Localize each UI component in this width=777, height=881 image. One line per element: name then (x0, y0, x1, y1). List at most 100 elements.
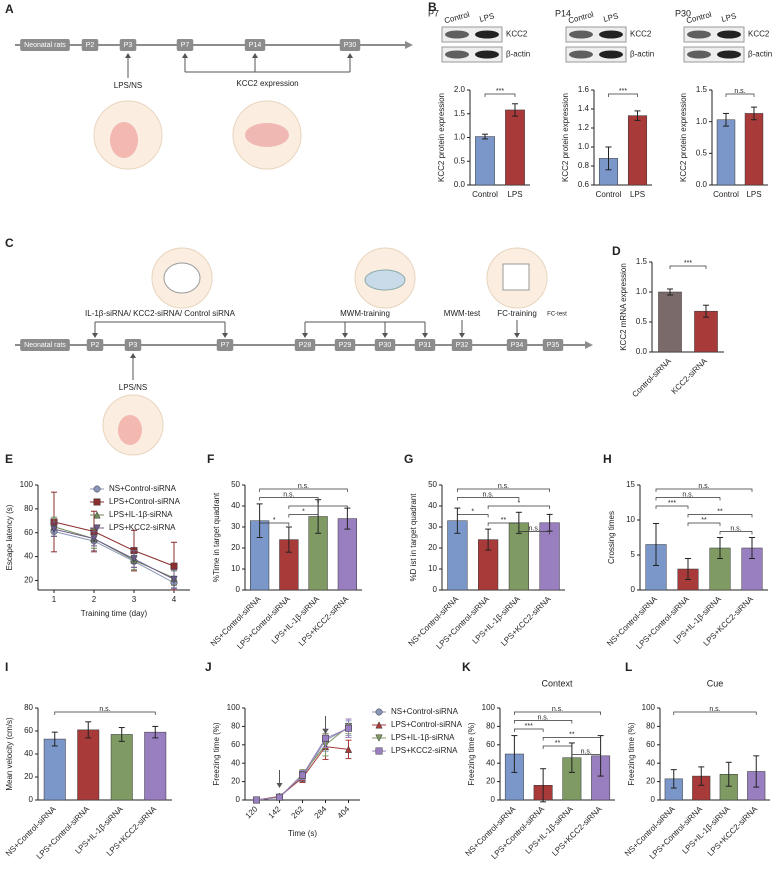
series-line (53, 521, 175, 567)
y-tick-label: 60 (646, 740, 655, 749)
y-tick-label: 20 (24, 772, 33, 781)
blot-signal (687, 50, 711, 59)
panel-label: B (428, 0, 437, 14)
bar (110, 734, 133, 801)
error-bar (685, 558, 691, 580)
y-tick-label: 1.2 (578, 123, 590, 132)
y-tick-label: 10 (231, 564, 240, 573)
bar (627, 115, 648, 186)
timeline-node: Neonatal rats (20, 39, 70, 51)
y-tick-label: 0.6 (578, 180, 590, 189)
error-bar (703, 304, 709, 318)
significance-label: n.s. (730, 525, 741, 532)
node-box (451, 339, 473, 351)
x-tick-label: NS+Control-siRNA (407, 594, 461, 648)
blot-signal (445, 30, 469, 39)
node-box (414, 339, 436, 351)
node-label: Neonatal rats (24, 342, 66, 349)
y-axis-label: %Time in target quadrant (212, 492, 221, 582)
blot-signal (475, 50, 499, 59)
significance-label: n.s. (99, 706, 110, 713)
arrow-head (322, 729, 329, 734)
error-bar (454, 507, 461, 534)
y-tick-label: 0 (236, 585, 241, 594)
y-tick-label: 1.6 (578, 85, 590, 94)
timeline-node: P31 (414, 339, 436, 351)
x-tick-label: Control-siRNA (630, 356, 673, 399)
series-line (256, 727, 349, 801)
node-label: P7 (221, 342, 230, 349)
x-tick-label: LPS+Control-siRNA (634, 594, 691, 651)
y-tick-label: 40 (24, 749, 33, 758)
y-tick-label: 0 (29, 795, 34, 804)
timeline-node: P14 (244, 39, 266, 51)
y-tick-label: 0 (433, 585, 438, 594)
x-tick-label: 142 (267, 804, 283, 820)
y-tick-label: 10 (626, 515, 635, 524)
significance-bracket (655, 497, 721, 501)
band-label: KCC2 (630, 30, 652, 39)
significance-label: * (273, 517, 276, 524)
node-label: P32 (456, 342, 469, 349)
panel-label: D (612, 244, 621, 258)
marker (375, 747, 383, 755)
significance-label: * (471, 508, 474, 515)
legend-label: LPS+IL-1β-siRNA (109, 510, 173, 519)
significance-bracket (259, 497, 319, 501)
node-label: P30 (379, 342, 392, 349)
sirna-label: IL-1β-siRNA/ KCC2-siRNA/ Control siRNA (85, 309, 236, 318)
x-tick-label: LPS (507, 190, 522, 199)
arrow-head (125, 53, 131, 58)
chart-title: Cue (707, 678, 724, 688)
significance-label: n.s. (698, 483, 709, 490)
band-label: β-actin (630, 50, 654, 59)
x-tick-label: 4 (172, 595, 177, 604)
x-axis-label: Training time (day) (81, 609, 148, 618)
x-tick-label: 2 (92, 595, 97, 604)
band-label: KCC2 (506, 30, 528, 39)
arrow-head (302, 333, 308, 338)
series-line (53, 531, 175, 584)
stage-label: MWM-training (340, 309, 390, 318)
y-tick-label: 60 (486, 740, 495, 749)
x-tick-label: 1 (52, 595, 57, 604)
blot-signal (717, 30, 741, 39)
y-tick-label: 40 (231, 501, 240, 510)
error-bar (540, 768, 547, 803)
bar (716, 119, 736, 186)
y-tick-label: 1.0 (696, 117, 708, 126)
timeline-node: P28 (294, 339, 316, 351)
marker (375, 708, 383, 716)
y-axis-label: KCC2 protein expression (561, 93, 570, 182)
y-tick-label: 0.0 (454, 180, 466, 189)
marker (375, 734, 383, 742)
marker (375, 721, 383, 729)
panel-label: F (207, 452, 214, 466)
y-tick-label: 20 (24, 576, 33, 585)
node-box (294, 339, 316, 351)
x-tick-label: LPS+Control-siRNA (435, 594, 492, 651)
y-axis-label: Freezing time (%) (627, 722, 636, 785)
error-bar (653, 523, 659, 566)
node-label: P34 (511, 342, 524, 349)
x-tick-label: NS+Control-siRNA (209, 594, 263, 648)
node-box (506, 339, 528, 351)
y-tick-label: 100 (642, 703, 656, 712)
significance-label: n.s. (552, 706, 563, 713)
x-tick-label: Control (472, 190, 498, 199)
significance-bracket (719, 531, 753, 535)
y-tick-label: 40 (486, 758, 495, 767)
timeline-node: P2 (81, 39, 99, 51)
significance-bracket (288, 514, 319, 518)
y-tick-label: 40 (428, 501, 437, 510)
error-bar (751, 106, 757, 121)
band-label: β-actin (748, 50, 772, 59)
y-tick-label: 50 (428, 480, 437, 489)
timeline-node: Neonatal rats (20, 339, 70, 351)
significance-label: *** (684, 260, 692, 267)
y-tick-label: 60 (24, 528, 33, 537)
y-tick-label: 1.0 (454, 133, 466, 142)
y-tick-label: 0 (236, 795, 241, 804)
x-tick-label: Control (596, 190, 622, 199)
blot-signal (717, 50, 741, 59)
